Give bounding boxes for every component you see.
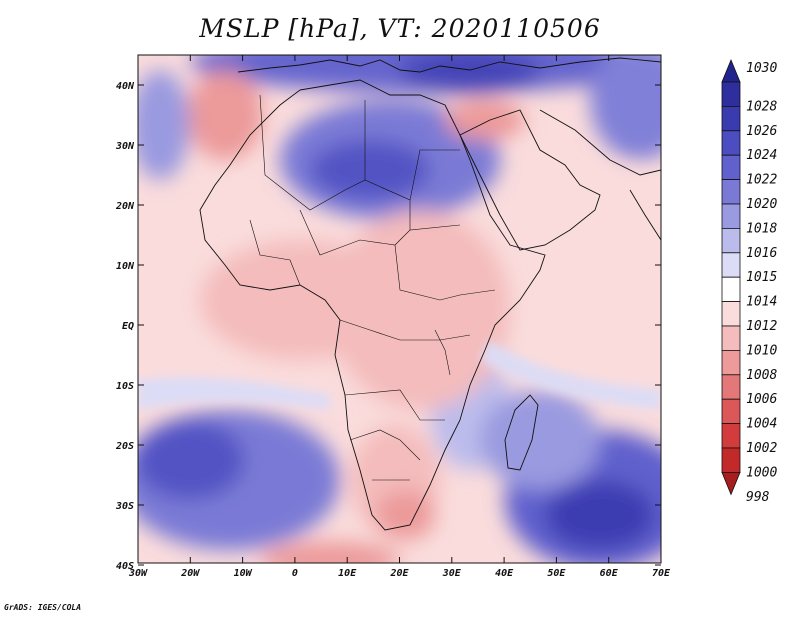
colorbar-label: 1022	[746, 173, 777, 188]
colorbar-label: 1015	[746, 270, 777, 285]
colorbar-box	[721, 227, 741, 254]
colorbar-label: 1002	[746, 441, 777, 456]
africa-coastline	[199, 79, 546, 531]
colorbar-box	[721, 203, 741, 229]
asia-coastline	[539, 109, 661, 176]
colorbar-label: 1026	[746, 124, 777, 139]
y-tick-label: 10N	[116, 261, 135, 272]
colorbar-box	[721, 130, 741, 156]
colorbar-label: 1000	[746, 465, 777, 480]
colorbar-box	[721, 398, 741, 425]
mediterranean-high	[400, 55, 540, 94]
colorbar-label: 1024	[746, 148, 777, 163]
colorbar-box	[721, 349, 741, 376]
colorbar-box	[721, 325, 741, 351]
colorbar-box	[721, 276, 741, 303]
sahara-high-core	[310, 140, 430, 200]
colorbar-label: 1006	[746, 392, 777, 407]
colorbar-label: 1018	[746, 221, 777, 236]
x-tick-label: 40E	[495, 568, 514, 579]
x-tick-label: 0	[292, 568, 298, 579]
colorbar-box	[721, 106, 741, 132]
pressure-field	[138, 55, 661, 563]
colorbar-top-arrow	[721, 58, 741, 83]
colorbar-bottom-arrow	[721, 471, 741, 496]
colorbar-label: 1012	[746, 319, 777, 334]
x-tick-label: 50E	[547, 568, 566, 579]
x-tick-label: 20E	[389, 568, 409, 579]
colorbar-label: 1008	[746, 368, 777, 383]
credit-text: GrADS: IGES/COLA	[4, 603, 82, 612]
y-tick-label: 20N	[115, 201, 135, 212]
colorbar-label: 1028	[746, 99, 777, 114]
y-tick-label: 30N	[115, 141, 135, 152]
y-tick-label: 20S	[115, 441, 134, 452]
colorbar: 1030 1028 1026 1024 1022 1020 1018 1016 1015 1014…	[721, 58, 777, 505]
x-tick-label: 70E	[652, 568, 671, 579]
colorbar-label: 1004	[746, 417, 777, 432]
colorbar-box	[721, 179, 741, 205]
middle-east-low	[445, 100, 525, 140]
azores-trough	[187, 70, 263, 160]
x-tick-label: 60E	[600, 568, 619, 579]
colorbar-box	[721, 447, 741, 473]
colorbar-box	[721, 374, 741, 400]
x-tick-label: 20W	[180, 568, 200, 579]
arabia-coastline	[459, 109, 601, 251]
colorbar-label: 998	[746, 490, 770, 505]
colorbar-label: 1016	[746, 246, 777, 261]
colorbar-label: 1014	[746, 295, 777, 310]
x-tick-label: 30E	[442, 568, 462, 579]
colorbar-box	[721, 252, 741, 278]
y-tick-label: 40S	[116, 561, 134, 572]
colorbar-label: 1010	[746, 343, 777, 358]
y-tick-label: EQ	[122, 321, 134, 332]
colorbar-label: 1030	[746, 61, 777, 76]
europe-coastline	[237, 57, 661, 73]
colorbar-label: 1020	[746, 197, 777, 212]
x-tick-label: 10W	[234, 568, 253, 579]
y-tick-label: 10S	[116, 381, 134, 392]
colorbar-box	[721, 301, 741, 327]
south-africa-low	[375, 490, 435, 540]
coastlines	[199, 57, 661, 531]
y-tick-label: 30S	[115, 501, 134, 512]
map-title: MSLP [hPa], VT: 2020110506	[199, 14, 601, 43]
madagascar-coastline	[504, 394, 539, 471]
colorbar-box	[721, 423, 741, 449]
y-tick-label: 40N	[116, 81, 135, 92]
x-tick-label: 10E	[338, 568, 357, 579]
axis-ticks: 30W 20W 10W 0 10E 20E 30E 40E 50E 60E 70E 40N 30N 20N…	[115, 55, 671, 579]
x-tick-label: 30W	[128, 568, 148, 579]
colorbar-box	[721, 81, 741, 107]
colorbar-box	[721, 154, 741, 180]
